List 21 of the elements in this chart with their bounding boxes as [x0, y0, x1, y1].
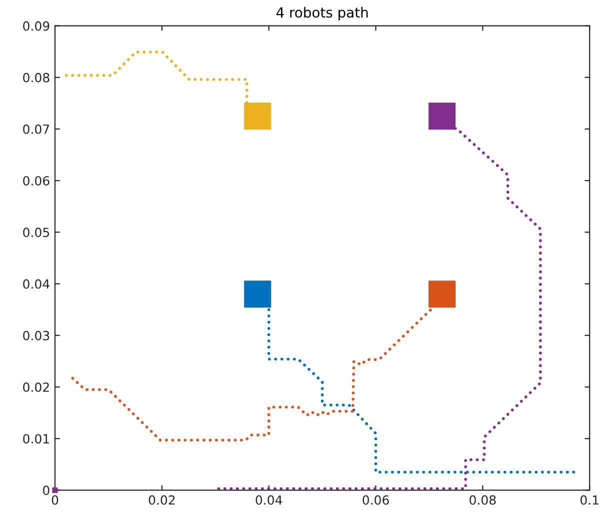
y-tick-label: 0.08 — [23, 72, 50, 82]
y-tick-label: 0.01 — [23, 434, 49, 444]
y-tick-label: 0.06 — [23, 176, 50, 186]
y-tick-label: 0.09 — [23, 21, 50, 31]
y-tick-label: 0.02 — [23, 382, 49, 392]
x-tick-label: 0.04 — [256, 495, 282, 505]
x-tick-label: 0.1 — [580, 495, 598, 505]
x-tick-label: 0.06 — [362, 495, 389, 505]
y-tick-label: 0 — [43, 486, 50, 496]
point — [244, 102, 272, 130]
chart-title: 4 robots path — [276, 6, 368, 20]
x-tick-label: 0.02 — [148, 495, 175, 505]
point — [428, 280, 456, 308]
x-tick-label: 0.08 — [470, 495, 496, 505]
point — [244, 280, 272, 308]
point — [428, 102, 456, 130]
x-tick-label: 0 — [52, 495, 58, 505]
y-tick-label: 0.04 — [23, 279, 50, 289]
y-tick-label: 0.05 — [23, 228, 50, 238]
y-tick-label: 0.03 — [23, 330, 50, 340]
y-tick-label: 0.07 — [23, 124, 50, 134]
